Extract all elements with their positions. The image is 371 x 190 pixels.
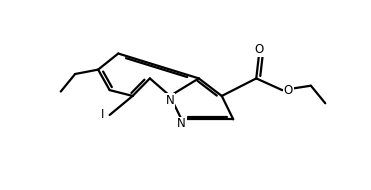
Text: N: N (177, 117, 186, 130)
Text: O: O (255, 43, 264, 56)
Text: I: I (101, 108, 104, 121)
Text: O: O (284, 84, 293, 97)
Text: N: N (165, 94, 174, 107)
